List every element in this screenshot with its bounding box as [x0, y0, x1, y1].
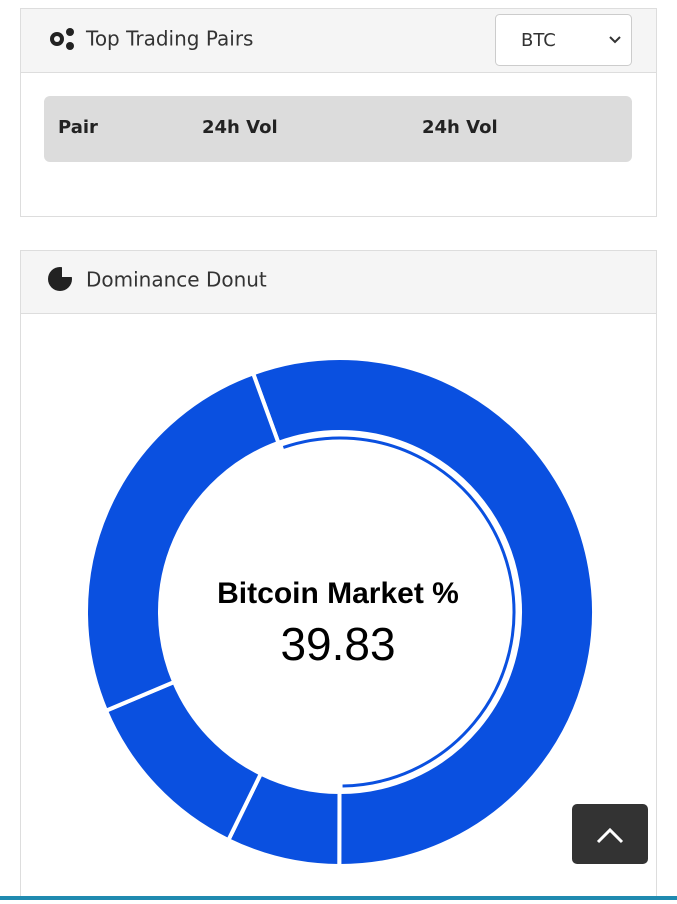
pie-icon	[48, 265, 74, 291]
center-value: 39.83	[280, 618, 395, 670]
panel-header	[21, 251, 656, 313]
donut	[84, 356, 596, 869]
column-header: Pair	[58, 117, 98, 138]
chevron-up	[596, 827, 624, 844]
currency-select[interactable]	[495, 14, 632, 66]
back-to-top-button[interactable]	[572, 804, 648, 864]
column-header: 24h Vol	[422, 117, 498, 138]
donut-segment	[250, 356, 596, 868]
select-value[interactable]: BTC	[521, 30, 556, 51]
panel-title: Top Trading Pairs	[85, 27, 253, 51]
hover-ring	[282, 436, 516, 788]
donut-segment	[84, 370, 281, 714]
gears-icon	[50, 28, 74, 50]
table-header	[44, 96, 632, 162]
center-label: Bitcoin Market %	[217, 577, 459, 610]
select-caret	[609, 36, 621, 44]
column-header: 24h Vol	[202, 117, 278, 138]
bottom-bar	[0, 896, 677, 900]
panel-title: Dominance Donut	[86, 268, 267, 292]
